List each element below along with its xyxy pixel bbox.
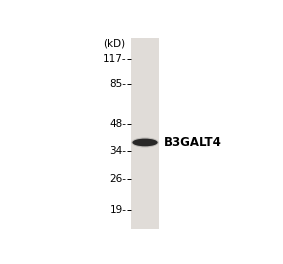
Ellipse shape (131, 138, 159, 148)
Text: 34-: 34- (110, 146, 127, 155)
Bar (131, 38, 159, 229)
Text: B3GALT4: B3GALT4 (164, 136, 222, 149)
Text: 26-: 26- (110, 174, 127, 184)
Text: (kD): (kD) (103, 39, 125, 49)
Text: 85-: 85- (110, 78, 127, 88)
Text: 19-: 19- (110, 205, 127, 215)
Text: 48-: 48- (110, 119, 127, 129)
Text: 117-: 117- (103, 54, 127, 64)
Ellipse shape (132, 139, 158, 146)
